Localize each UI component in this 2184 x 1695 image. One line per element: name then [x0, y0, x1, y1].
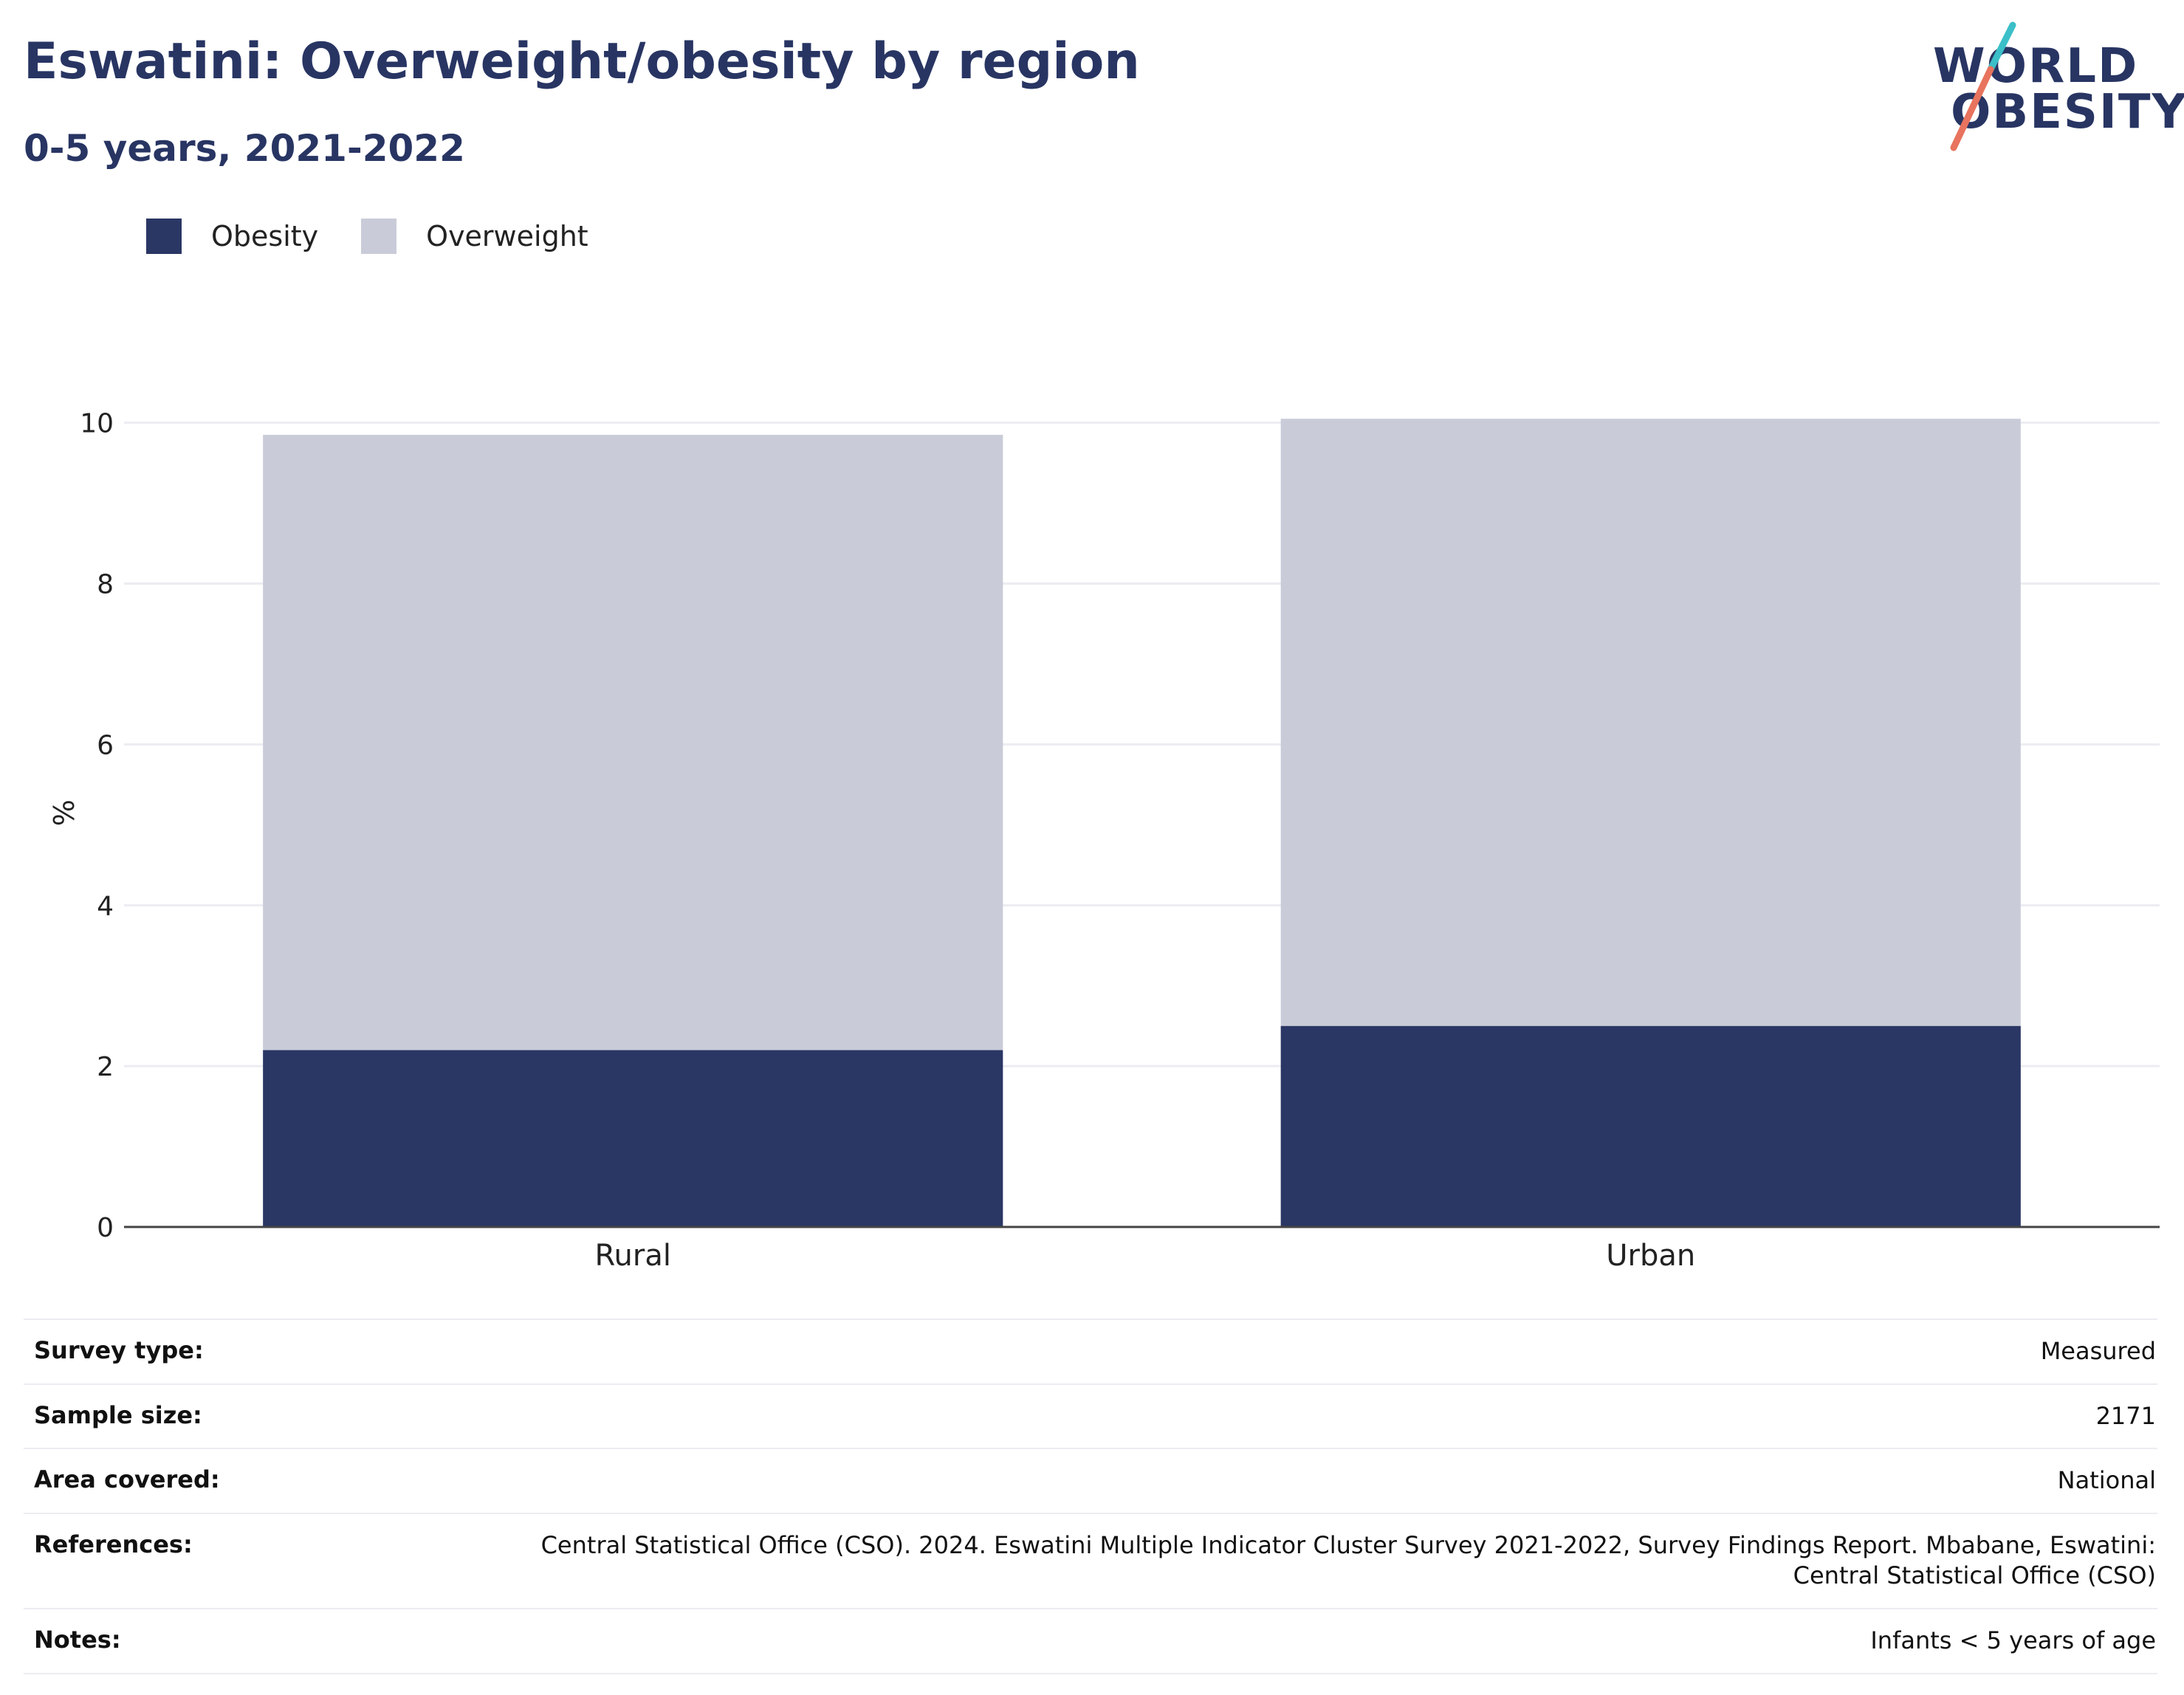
meta-value: Infants < 5 years of age: [1870, 1626, 2156, 1654]
meta-row-notes: Notes: Infants < 5 years of age: [24, 1609, 2157, 1674]
logo-word-world: WORLD: [1933, 39, 2139, 94]
meta-row-references: References: Central Statistical Office (…: [24, 1514, 2157, 1609]
meta-key: Survey type:: [34, 1336, 204, 1364]
x-tick-label: Rural: [595, 1239, 671, 1273]
y-tick-label: 8: [97, 570, 114, 600]
x-tick-label: Urban: [1606, 1239, 1695, 1273]
legend-swatch-obesity: [146, 219, 182, 254]
meta-key: Sample size:: [34, 1400, 202, 1429]
meta-value: Central Statistical Office (CSO). 2024. …: [540, 1530, 2156, 1590]
legend-item-obesity[interactable]: Obesity: [146, 219, 318, 254]
chart-subtitle: 0-5 years, 2021-2022: [24, 127, 465, 170]
bar-overweight-urban: [1280, 419, 2021, 1026]
meta-value: Measured: [2040, 1337, 2156, 1365]
bar-overweight-rural: [263, 435, 1003, 1051]
y-tick-label: 0: [97, 1213, 114, 1243]
logo-slash-icon: [1950, 21, 2016, 151]
meta-key: Notes:: [34, 1625, 121, 1654]
meta-row-survey-type: Survey type: Measured: [24, 1320, 2157, 1385]
legend-label-overweight: Overweight: [426, 220, 588, 252]
survey-details-table: Survey type: Measured Sample size: 2171 …: [24, 1318, 2157, 1674]
chart-legend: Obesity Overweight: [146, 219, 631, 254]
y-axis-label: %: [47, 800, 79, 826]
meta-value: National: [2057, 1466, 2156, 1495]
y-tick-label: 2: [97, 1052, 114, 1082]
meta-row-sample-size: Sample size: 2171: [24, 1385, 2157, 1450]
bar-obesity-rural: [263, 1050, 1003, 1227]
logo-word-obesity: OBESITY: [1951, 85, 2184, 140]
bar-obesity-urban: [1280, 1025, 2021, 1227]
meta-row-area-covered: Area covered: National: [24, 1449, 2157, 1514]
chart-title: Eswatini: Overweight/obesity by region: [24, 32, 1140, 91]
legend-label-obesity: Obesity: [211, 220, 319, 252]
y-tick-label: 10: [80, 409, 114, 439]
legend-item-overweight[interactable]: Overweight: [361, 219, 588, 254]
y-tick-label: 4: [97, 891, 114, 921]
stacked-bar-chart: 0 2 4 6 8 10% Rural Urban: [47, 409, 2160, 1273]
y-tick-label: 6: [97, 730, 114, 760]
world-obesity-logo: WORLD OBESITY: [1920, 21, 2184, 161]
meta-key: Area covered:: [34, 1465, 220, 1494]
meta-key: References:: [34, 1530, 193, 1558]
meta-value: 2171: [2095, 1401, 2156, 1430]
legend-swatch-overweight: [361, 219, 397, 254]
